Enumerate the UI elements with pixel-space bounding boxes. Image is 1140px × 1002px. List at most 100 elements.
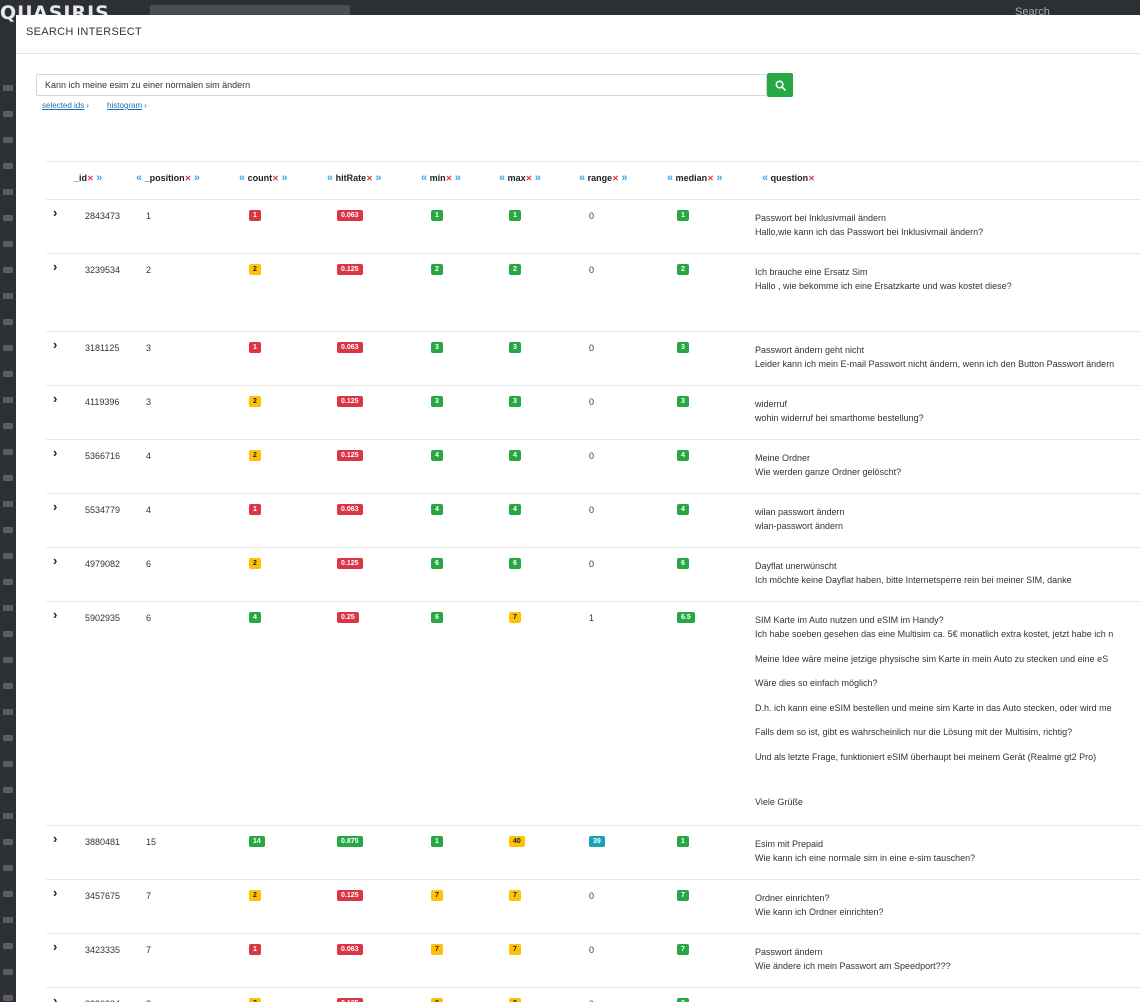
table-row: › 4979082 6 2 0.125 6 6 0 6 Dayflat unerwünscht Ic… (46, 548, 1140, 602)
remove-column-icon[interactable]: ✕ (184, 174, 192, 183)
expand-row-icon[interactable]: › (53, 337, 58, 352)
column-header-min: « min✕ » (421, 172, 461, 184)
question-line: Esim mit Prepaid (755, 839, 824, 849)
cell-min: 6 (431, 557, 443, 569)
badge-median: 7 (677, 944, 689, 955)
cell-max: 8 (509, 997, 521, 1002)
sort-left-icon[interactable]: « (239, 172, 246, 184)
selected-ids-link[interactable]: selected ids › (42, 101, 89, 110)
sidebar-stub (3, 475, 13, 481)
sort-left-icon[interactable]: « (136, 172, 143, 184)
cell-question: Passwort ändern geht nicht Leider kann ic… (755, 343, 1114, 371)
expand-row-icon[interactable]: › (53, 499, 58, 514)
remove-column-icon[interactable]: ✕ (366, 174, 373, 183)
cell-hitrate: 0.063 (337, 503, 363, 515)
expand-row-icon[interactable]: › (53, 993, 58, 1002)
table-row: › 5534779 4 1 0.063 4 4 0 4 wilan passwort ändern… (46, 494, 1140, 548)
cell-max: 4 (509, 503, 521, 515)
table-header: _id✕ » « _position✕ » « count✕ » « hitRate✕… (46, 161, 1140, 200)
expand-row-icon[interactable]: › (53, 259, 58, 274)
sort-right-icon[interactable]: » (375, 172, 382, 184)
expand-row-icon[interactable]: › (53, 831, 58, 846)
sidebar-stub (3, 579, 13, 585)
expand-row-icon[interactable]: › (53, 391, 58, 406)
sort-left-icon[interactable]: « (499, 172, 506, 184)
cell-min: 6 (431, 611, 443, 623)
cell-position: 7 (146, 891, 152, 901)
sort-right-icon[interactable]: » (454, 172, 461, 184)
remove-column-icon[interactable]: ✕ (707, 174, 714, 183)
cell-median: 1 (677, 209, 689, 221)
remove-column-icon[interactable]: ✕ (612, 174, 619, 183)
cell-count: 14 (249, 835, 265, 847)
histogram-link[interactable]: histogram › (107, 101, 147, 110)
expand-row-icon[interactable]: › (53, 445, 58, 460)
badge-hitrate: 0.063 (337, 944, 363, 955)
sort-right-icon[interactable]: » (96, 172, 103, 184)
table-row: › 3423335 7 1 0.063 7 7 0 7 Passwort ändern Wie än… (46, 934, 1140, 988)
cell-range: 0 (589, 999, 594, 1002)
cell-range: 0 (589, 891, 595, 901)
sidebar-stub (3, 293, 13, 299)
sort-right-icon[interactable]: » (281, 172, 288, 184)
app-sidebar (0, 30, 16, 1002)
badge-min: 7 (431, 890, 443, 901)
sidebar-stub (3, 969, 13, 975)
sidebar-stub (3, 85, 13, 91)
badge-max: 4 (509, 504, 521, 515)
badge-median: 2 (677, 264, 689, 275)
sidebar-stub (3, 917, 13, 923)
sort-right-icon[interactable]: » (193, 172, 200, 184)
sort-right-icon[interactable]: » (716, 172, 723, 184)
cell-position: 15 (146, 837, 157, 847)
expand-row-icon[interactable]: › (53, 885, 58, 900)
remove-column-icon[interactable]: ✕ (87, 174, 94, 183)
expand-row-icon[interactable]: › (53, 205, 58, 220)
sidebar-stub (3, 111, 13, 117)
sort-left-icon[interactable]: « (327, 172, 334, 184)
table-row: › 5366716 4 2 0.125 4 4 0 4 Meine Ordner Wie werde… (46, 440, 1140, 494)
expand-row-icon[interactable]: › (53, 553, 58, 568)
sort-left-icon[interactable]: « (762, 172, 769, 184)
badge-min: 4 (431, 504, 443, 515)
cell-median: 2 (677, 263, 689, 275)
cell-position: 2 (146, 265, 152, 275)
remove-column-icon[interactable]: ✕ (525, 174, 533, 183)
cell-count: 4 (249, 611, 261, 623)
cell-count: 2 (249, 997, 261, 1002)
question-line: Hallo , wie bekomme ich eine Ersatzkarte… (755, 281, 1012, 291)
results-table: _id✕ » « _position✕ » « count✕ » « hitRate✕… (46, 161, 1140, 1002)
badge-max: 7 (509, 944, 521, 955)
histogram-label: histogram (107, 101, 143, 110)
cell-median: 8 (677, 997, 689, 1002)
column-label: median (675, 173, 708, 183)
column-header-hitRate: « hitRate✕ » (327, 172, 382, 184)
search-button[interactable] (767, 73, 793, 97)
sort-left-icon[interactable]: « (667, 172, 674, 184)
remove-column-icon[interactable]: ✕ (808, 174, 815, 183)
expand-row-icon[interactable]: › (53, 939, 58, 954)
search-input[interactable] (36, 74, 767, 96)
remove-column-icon[interactable]: ✕ (445, 174, 453, 183)
cell-range: 0 (589, 211, 595, 221)
sidebar-stub (3, 735, 13, 741)
expand-row-icon[interactable]: › (53, 607, 58, 622)
badge-hitrate: 0.125 (337, 450, 363, 461)
cell-question: Passwort bei Inklusivmail ändern Hallo,wi… (755, 211, 983, 239)
sort-left-icon[interactable]: « (421, 172, 428, 184)
cell-range: 1 (589, 613, 595, 623)
sort-right-icon[interactable]: » (621, 172, 628, 184)
cell-min: 1 (431, 835, 443, 847)
cell-median: 1 (677, 835, 689, 847)
remove-column-icon[interactable]: ✕ (272, 174, 279, 183)
cell-min: 2 (431, 263, 443, 275)
question-line: Meine Ordner (755, 453, 811, 463)
cell-hitrate: 0.125 (337, 997, 363, 1002)
table-row: › 3239534 2 2 0.125 2 2 0 2 Ich brauche eine Ersa… (46, 254, 1140, 332)
table-row: › 2843473 1 1 0.063 1 1 0 1 Passwort bei Inklusiv… (46, 200, 1140, 254)
column-label: _position (144, 173, 185, 183)
sort-left-icon[interactable]: « (579, 172, 586, 184)
badge-min: 3 (431, 396, 443, 407)
sort-right-icon[interactable]: » (534, 172, 541, 184)
question-line: widerruf (755, 399, 788, 409)
